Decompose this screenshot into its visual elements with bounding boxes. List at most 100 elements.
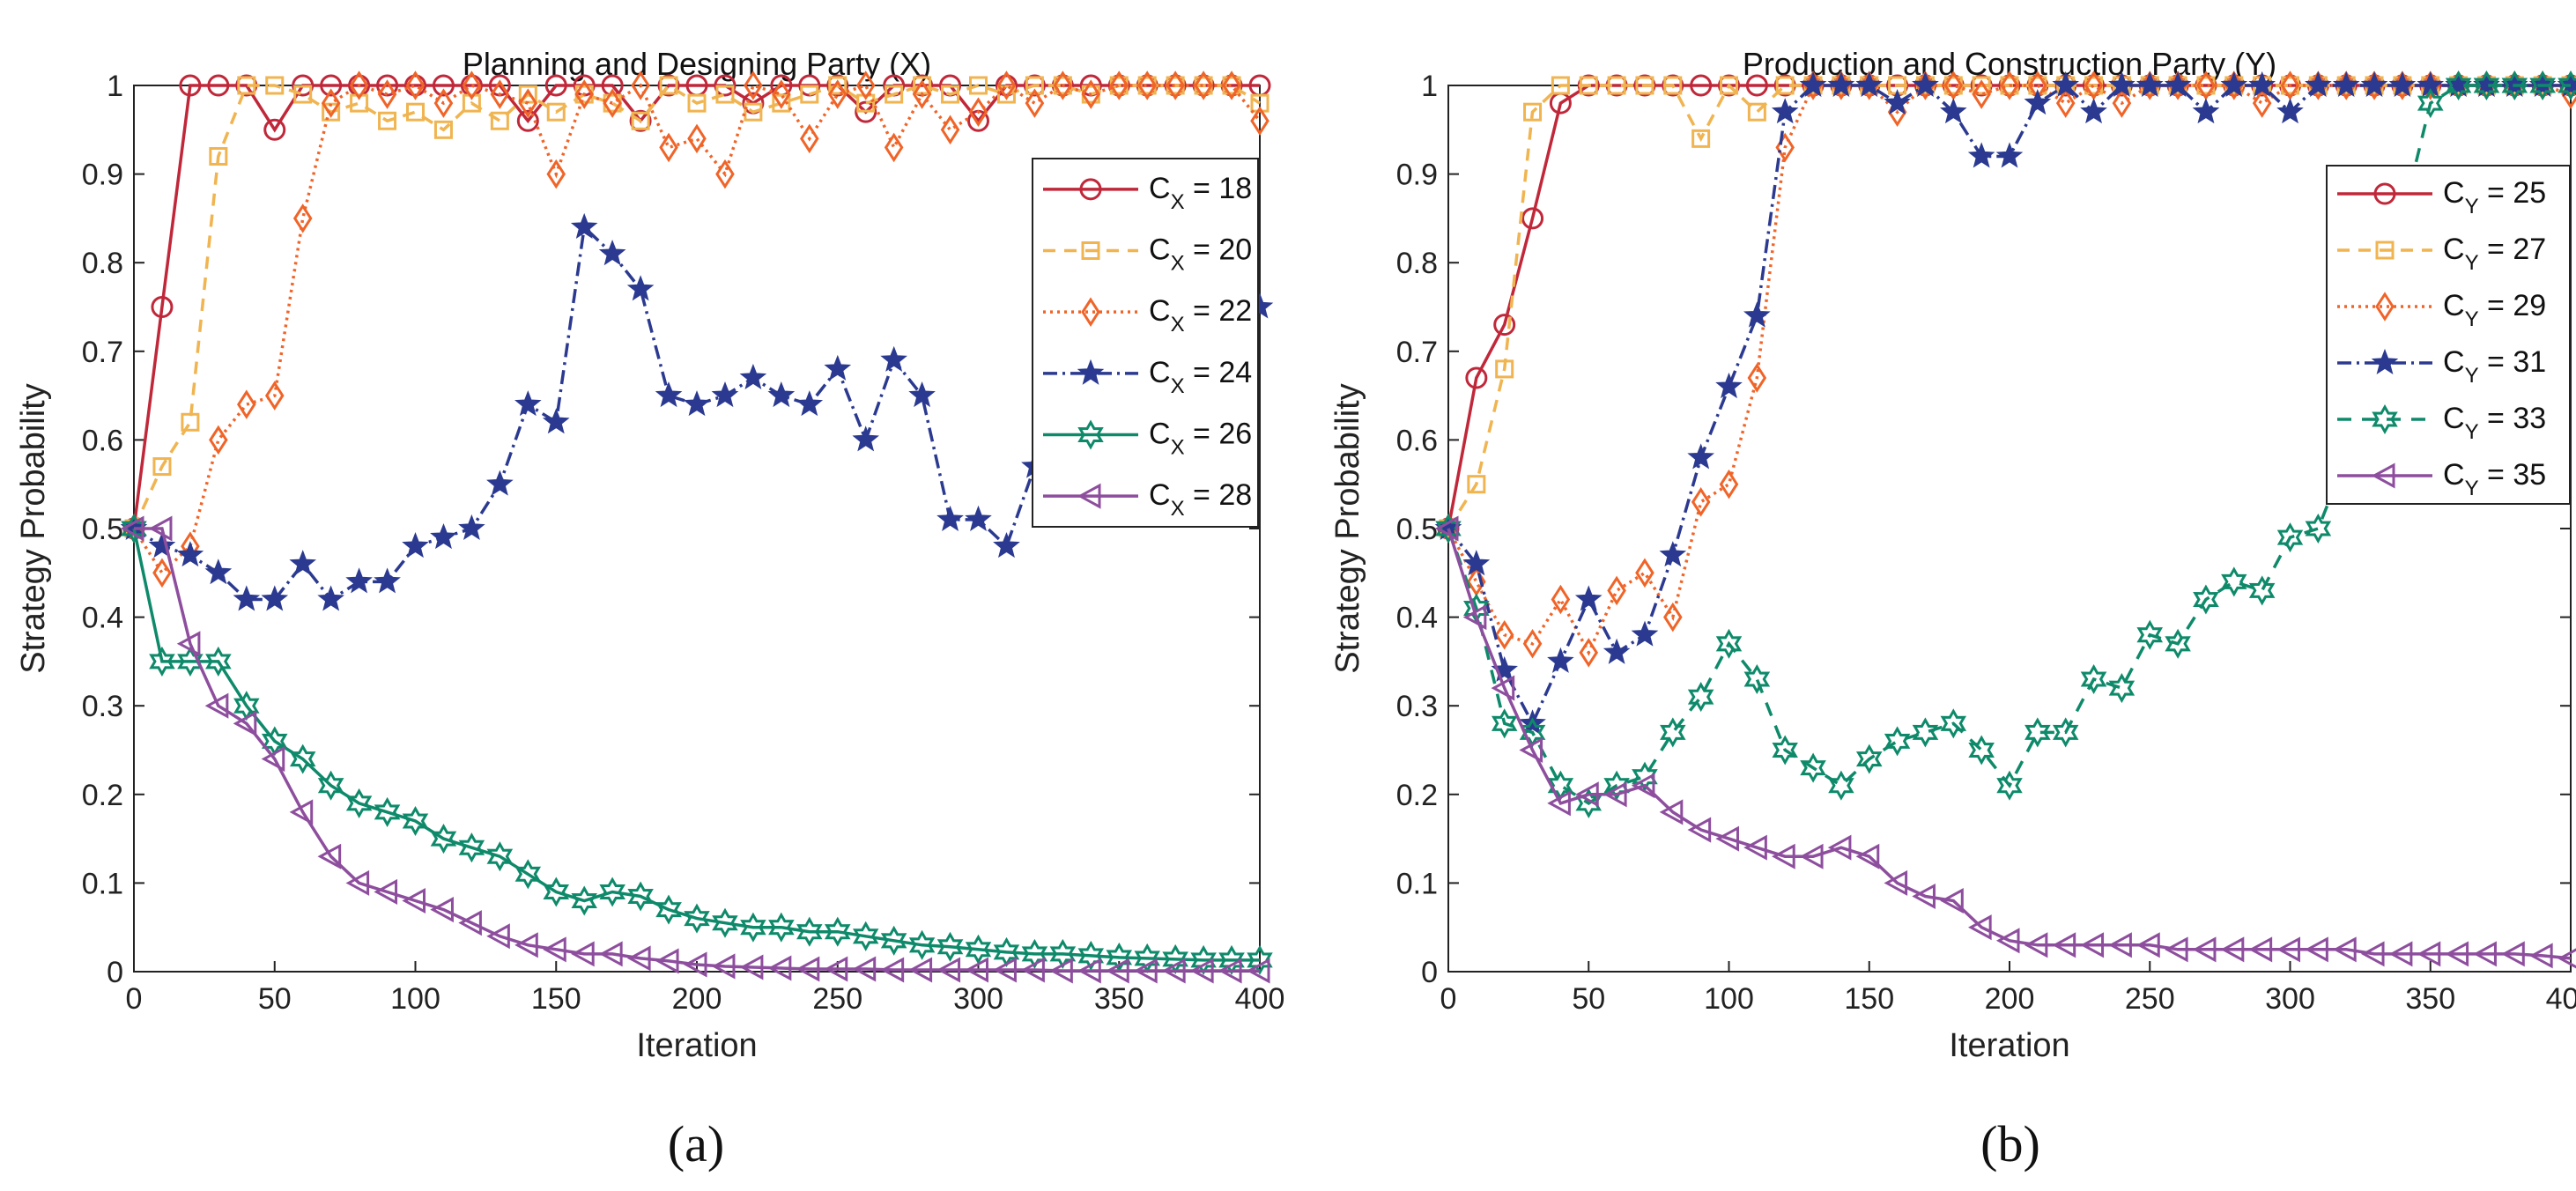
triangle-marker bbox=[543, 936, 566, 963]
hexagram-marker bbox=[2529, 70, 2556, 101]
legend-item: CX = 18 bbox=[1043, 172, 1252, 214]
diamond-marker bbox=[827, 79, 848, 109]
legend-item: CY = 29 bbox=[2337, 289, 2546, 331]
hexagram-marker bbox=[2445, 70, 2472, 101]
diamond-marker bbox=[2055, 88, 2076, 118]
hexagram-marker bbox=[1940, 708, 1967, 739]
diamond-marker bbox=[1579, 638, 1599, 668]
circle-marker bbox=[404, 74, 426, 97]
circle-marker bbox=[826, 74, 849, 97]
star-marker bbox=[2192, 98, 2220, 124]
y-tick-label: 0.5 bbox=[1396, 513, 1438, 546]
star-marker bbox=[1687, 443, 1714, 470]
star-marker bbox=[1855, 70, 1884, 97]
hexagram-marker bbox=[1435, 513, 1462, 544]
diamond-marker bbox=[687, 123, 707, 154]
x-tick-label: 150 bbox=[531, 982, 581, 1016]
x-tick-label: 0 bbox=[1440, 982, 1457, 1016]
star-marker bbox=[1574, 585, 1603, 611]
diamond-marker bbox=[715, 159, 735, 189]
star-marker bbox=[1077, 359, 1105, 385]
triangle-marker bbox=[852, 956, 877, 982]
hexagram-marker bbox=[852, 921, 879, 951]
triangle-marker bbox=[120, 515, 144, 542]
star-marker bbox=[936, 505, 964, 532]
star-marker bbox=[655, 381, 683, 408]
y-axis-label: Strategy Probability bbox=[1329, 383, 1366, 674]
diamond-marker bbox=[1691, 487, 1711, 517]
diamond-marker bbox=[209, 425, 228, 455]
triangle-marker bbox=[204, 692, 229, 719]
y-tick-label: 0.6 bbox=[82, 424, 123, 457]
square-marker bbox=[433, 120, 453, 139]
legend-label: CY = 33 bbox=[2443, 402, 2546, 444]
star-marker bbox=[374, 567, 401, 594]
star-marker bbox=[1631, 620, 1659, 647]
hexagram-marker bbox=[149, 646, 175, 677]
legend-label: CX = 22 bbox=[1149, 294, 1252, 337]
diamond-marker bbox=[1194, 70, 1213, 100]
diamond-marker bbox=[1747, 363, 1767, 393]
legend-label: CY = 31 bbox=[2443, 345, 2546, 388]
square-marker bbox=[687, 93, 707, 113]
square-marker bbox=[1250, 93, 1269, 113]
hexagram-marker bbox=[2501, 70, 2528, 101]
star-marker bbox=[796, 390, 824, 417]
square-marker bbox=[885, 85, 904, 104]
legend-label: CX = 24 bbox=[1149, 356, 1252, 398]
diamond-marker bbox=[996, 70, 1017, 100]
triangle-marker bbox=[1575, 781, 1599, 808]
diamond-marker bbox=[603, 88, 622, 118]
triangle-marker bbox=[486, 923, 510, 950]
diamond-marker bbox=[237, 389, 256, 419]
star-marker bbox=[2371, 348, 2399, 374]
circle-marker bbox=[657, 74, 680, 97]
triangle-marker bbox=[2333, 936, 2357, 963]
hexagram-marker bbox=[1077, 419, 1104, 450]
diamond-marker bbox=[1607, 575, 1626, 606]
x-tick-label: 400 bbox=[2546, 982, 2576, 1016]
square-marker bbox=[631, 111, 650, 130]
hexagram-marker bbox=[824, 916, 851, 947]
diamond-marker bbox=[1081, 79, 1101, 109]
x-tick-label: 250 bbox=[2125, 982, 2175, 1016]
triangle-marker bbox=[430, 897, 454, 923]
series-20 bbox=[124, 76, 1269, 538]
x-tick-label: 100 bbox=[390, 982, 440, 1016]
triangle-marker bbox=[2080, 932, 2105, 958]
triangle-marker bbox=[1631, 773, 1655, 799]
hexagram-marker bbox=[2025, 717, 2051, 748]
square-marker bbox=[1025, 76, 1044, 95]
y-tick-label: 0.9 bbox=[1396, 159, 1438, 192]
y-tick-label: 1 bbox=[107, 70, 123, 103]
triangle-marker bbox=[2052, 932, 2076, 958]
triangle-marker bbox=[1189, 958, 1214, 984]
square-marker bbox=[1663, 76, 1683, 95]
y-tick-label: 0.9 bbox=[82, 159, 123, 192]
y-tick-label: 1 bbox=[1421, 70, 1438, 103]
legend-item: CY = 27 bbox=[2337, 233, 2546, 275]
triangle-marker bbox=[1106, 958, 1129, 984]
star-marker bbox=[598, 240, 626, 266]
triangle-marker bbox=[1772, 843, 1795, 869]
y-tick-label: 0.8 bbox=[82, 247, 123, 280]
square-marker bbox=[546, 102, 566, 122]
hexagram-marker bbox=[1021, 938, 1048, 969]
square-marker bbox=[1467, 475, 1486, 494]
hexagram-marker bbox=[936, 931, 964, 962]
hexagram-marker bbox=[1996, 770, 2023, 801]
legend-box bbox=[1032, 158, 1259, 528]
square-marker bbox=[1523, 102, 1543, 122]
y-tick-label: 0.1 bbox=[82, 867, 123, 900]
hexagram-marker bbox=[2276, 522, 2304, 553]
x-axis-label: Iteration bbox=[1949, 1027, 2069, 1064]
hexagram-marker bbox=[1603, 770, 1630, 801]
circle-marker bbox=[2083, 74, 2106, 97]
circle-marker bbox=[263, 118, 286, 141]
diamond-marker bbox=[2196, 70, 2216, 100]
legend-label: CY = 27 bbox=[2443, 233, 2546, 275]
triangle-marker bbox=[1715, 825, 1739, 852]
diamond-marker bbox=[772, 79, 791, 109]
star-marker bbox=[2276, 98, 2304, 124]
y-tick-label: 0.4 bbox=[82, 602, 123, 635]
